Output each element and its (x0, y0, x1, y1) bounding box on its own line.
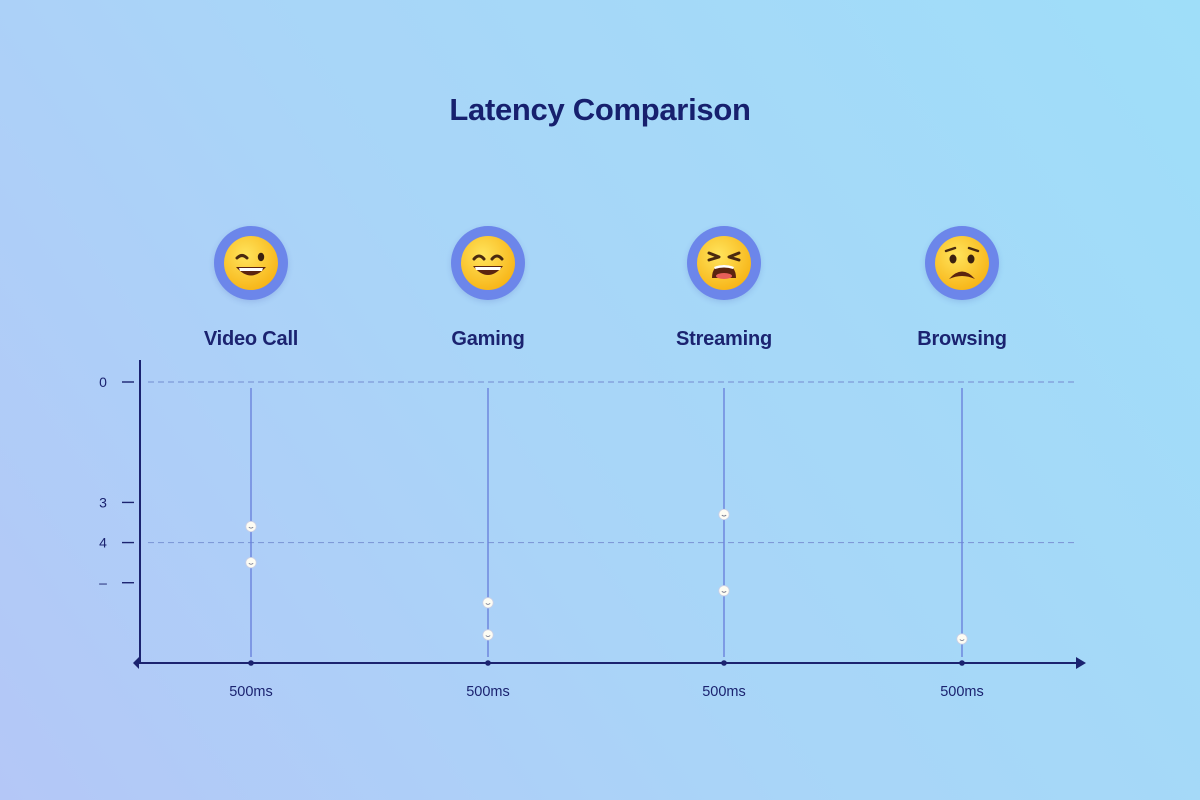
data-point-marker (718, 585, 730, 597)
data-point-face-icon (485, 603, 491, 605)
emoji-ring (451, 226, 525, 300)
category-label: Streaming (675, 328, 772, 350)
data-point (718, 508, 730, 521)
data-point-face-icon (721, 591, 727, 593)
category-streaming: Streaming (624, 226, 824, 351)
x-tick-label: 500ms (940, 684, 984, 700)
x-tick-dot (248, 660, 254, 666)
data-point-marker (482, 629, 494, 641)
data-point-marker (718, 508, 730, 521)
frowning-face-icon (935, 236, 989, 290)
y-tick-label: 3 (99, 494, 107, 510)
axes (133, 360, 1086, 669)
data-point-marker (245, 520, 257, 533)
x-tick-dot (721, 660, 727, 666)
data-point-marker (245, 557, 257, 569)
x-tick-dot (485, 660, 491, 666)
x-tick-dot (959, 660, 965, 666)
category-label: Gaming (451, 328, 525, 350)
category-gaming: Gaming (388, 226, 588, 351)
data-point-face-icon (959, 639, 965, 641)
emoji-ring (925, 226, 999, 300)
grid-lines (148, 381, 1074, 544)
category-browsing: Browsing (862, 226, 1062, 351)
y-tick-label: 4 (99, 535, 107, 551)
data-point-face-icon (721, 514, 727, 517)
category-label: Video Call (203, 328, 299, 350)
data-point (482, 597, 494, 609)
data-point-face-icon (248, 562, 254, 565)
emoji-ring (214, 226, 288, 300)
data-point (718, 585, 730, 597)
data-point (245, 557, 257, 569)
data-point (482, 629, 494, 641)
y-ticks: 0 3 4 – (99, 374, 134, 591)
category-stems (250, 388, 963, 657)
data-point-face-icon (485, 635, 491, 637)
x-tick-label: 500ms (466, 684, 510, 700)
data-point (956, 633, 968, 645)
y-tick-label: – (99, 575, 107, 591)
x-axis-origin-arrow-icon (133, 657, 139, 669)
grinning-face-icon (461, 236, 515, 290)
x-axis-arrow-icon (1076, 657, 1086, 669)
x-tick-label: 500ms (702, 684, 746, 700)
x-tick-label: 500ms (229, 684, 273, 700)
data-point-face-icon (248, 526, 254, 529)
chart-title: Latency Comparison (449, 92, 751, 127)
tired-face-icon (697, 236, 751, 290)
data-points (245, 508, 968, 645)
x-ticks: 500ms 500ms 500ms 500ms (229, 660, 984, 700)
category-video-call: Video Call (151, 226, 351, 351)
data-point-marker (482, 597, 494, 609)
y-tick-label: 0 (99, 374, 107, 390)
data-point (245, 520, 257, 533)
data-point-marker (956, 633, 968, 645)
grinning-squinting-face-icon (224, 236, 278, 290)
emoji-ring (687, 226, 761, 300)
category-label: Browsing (917, 328, 1007, 350)
